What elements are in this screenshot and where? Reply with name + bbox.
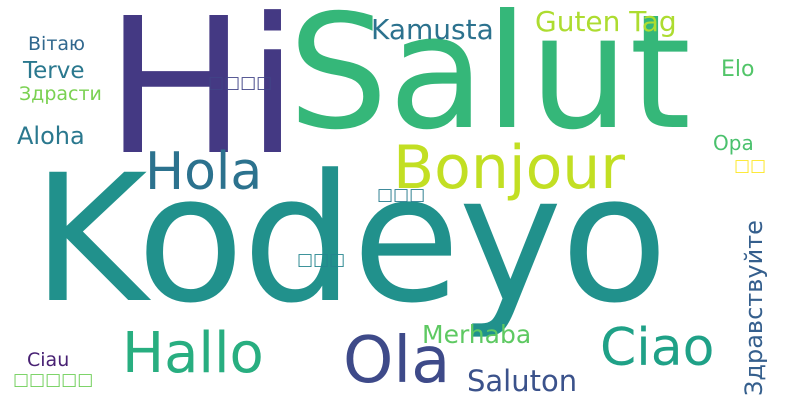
word-aloha: Aloha [17,122,85,150]
word-ciao: Ciao [600,318,715,378]
word-boxes-4: □□ [734,156,767,176]
word-boxes-5: □□□□□ [13,370,94,390]
word-kodeyo: Kodeyo [32,137,668,342]
word-elo: Elo [721,57,755,82]
word-boxes-1: □□□□ [208,73,273,93]
word-hola: Hola [145,142,263,202]
word-merhaba: Merhaba [422,320,532,349]
word-vitayu: Вітаю [28,33,86,55]
word-boxes-3: □□□ [297,250,346,270]
word-hi: Hi [105,0,299,197]
word-ola: Ola [343,324,451,398]
word-kamusta: Kamusta [371,13,494,46]
word-saluton: Saluton [467,364,578,398]
word-opa: Opa [713,131,754,155]
word-bonjour: Bonjour [393,133,625,203]
word-guten-tag: Guten Tag [535,5,677,38]
word-terve: Terve [23,58,85,84]
word-boxes-2: □□□ [377,185,426,205]
word-ciau: Ciau [27,349,70,371]
word-salut: Salut [288,0,692,165]
word-hallo: Hallo [122,321,264,386]
word-zdrasti: Здрасти [19,83,102,105]
word-zdravstvuyte: Здравствуйте [740,220,768,396]
